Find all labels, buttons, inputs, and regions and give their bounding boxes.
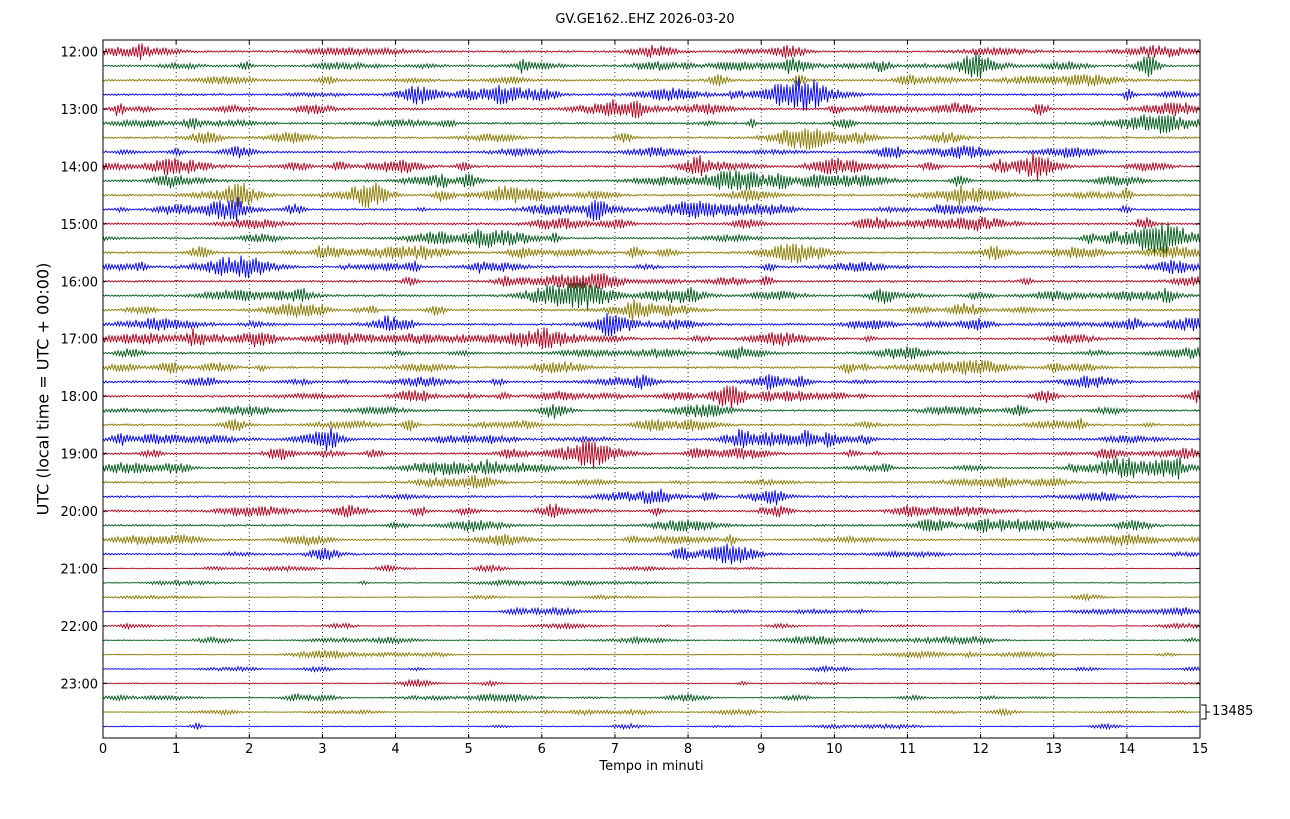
trace-line: [102, 518, 1200, 533]
trace-line: [102, 170, 1200, 191]
trace-line: [102, 312, 1200, 337]
trace-line: [102, 664, 1200, 673]
x-tick-label: 11: [899, 742, 916, 757]
trace-line: [102, 721, 1200, 731]
trace-line: [102, 43, 1200, 61]
x-tick-label: 8: [684, 742, 692, 757]
trace-line: [102, 578, 1200, 587]
plot-frame: [102, 39, 1201, 739]
x-axis-ticks: 0 1 2 3 4 5 6 7 8 9 10 11 12 13 14 15: [99, 40, 1208, 757]
trace-line: [102, 281, 1200, 310]
y-tick-label: 13:00: [61, 103, 98, 118]
trace-line: [102, 74, 1200, 87]
y-tick-label: 20:00: [61, 505, 98, 520]
y-tick-label: 17:00: [61, 333, 98, 348]
x-tick-label: 10: [826, 742, 843, 757]
x-tick-label: 7: [611, 742, 619, 757]
trace-line: [102, 563, 1200, 574]
x-tick-label: 3: [318, 742, 326, 757]
y-tick-label: 19:00: [61, 448, 98, 463]
trace-line: [102, 327, 1200, 349]
trace-line: [102, 298, 1200, 322]
y-tick-label: 12:00: [61, 46, 98, 61]
y-tick-label: 18:00: [61, 390, 98, 405]
y-axis-label: UTC (local time = UTC + 00:00): [33, 262, 53, 516]
y-tick-label: 22:00: [61, 620, 98, 635]
trace-line: [102, 359, 1200, 376]
x-tick-label: 6: [538, 742, 546, 757]
trace-line: [102, 621, 1200, 631]
trace-line: [102, 128, 1200, 150]
chart-title: GV.GE162..EHZ 2026-03-20: [555, 12, 735, 27]
trace-line: [102, 635, 1200, 646]
trace-line: [102, 152, 1200, 181]
trace-line: [102, 255, 1200, 279]
x-tick-label: 5: [465, 742, 473, 757]
scale-bracket-line: [1201, 704, 1210, 720]
grid-lines: [175, 40, 1128, 738]
trace-line: [102, 475, 1200, 489]
trace-line: [102, 456, 1200, 480]
trace-line: [102, 216, 1200, 232]
trace-line: [102, 145, 1200, 159]
trace-line: [102, 543, 1200, 565]
trace-line: [102, 692, 1200, 703]
y-tick-label: 23:00: [61, 677, 98, 692]
trace-line: [102, 374, 1200, 390]
seismic-traces: [102, 43, 1200, 731]
x-tick-label: 4: [391, 742, 399, 757]
trace-line: [102, 439, 1200, 468]
y-tick-label: 21:00: [61, 562, 98, 577]
trace-line: [102, 649, 1200, 660]
trace-line: [102, 427, 1200, 452]
trace-line: [102, 346, 1200, 360]
x-tick-label: 14: [1119, 742, 1136, 757]
x-tick-label: 15: [1192, 742, 1209, 757]
trace-line: [102, 606, 1200, 617]
trace-line: [102, 196, 1200, 222]
trace-line: [102, 488, 1200, 506]
trace-line: [102, 707, 1200, 717]
trace-line: [102, 417, 1200, 432]
x-tick-label: 12: [972, 742, 989, 757]
trace-line: [102, 99, 1200, 119]
x-tick-label: 0: [99, 742, 107, 757]
y-axis-ticks: 12:00 13:00 14:00 15:00 16:00 17:00 18:00 19:00…: [61, 46, 1200, 692]
x-tick-label: 9: [757, 742, 765, 757]
x-tick-label: 13: [1045, 742, 1062, 757]
scale-bracket: [1201, 704, 1210, 720]
x-tick-label: 2: [245, 742, 253, 757]
trace-line: [102, 503, 1200, 519]
trace-line: [102, 114, 1200, 134]
y-tick-label: 15:00: [61, 218, 98, 233]
x-tick-label: 1: [172, 742, 180, 757]
x-axis-label: Tempo in minuti: [599, 759, 704, 774]
trace-line: [102, 273, 1200, 289]
trace-line: [102, 678, 1200, 688]
trace-line: [102, 533, 1200, 547]
scale-label: 13485: [1212, 704, 1254, 719]
trace-line: [102, 403, 1200, 419]
trace-line: [102, 77, 1200, 111]
y-tick-label: 14:00: [61, 160, 98, 175]
trace-line: [102, 592, 1200, 602]
y-tick-label: 16:00: [61, 275, 98, 290]
trace-line: [102, 243, 1200, 264]
trace-line: [102, 52, 1200, 79]
trace-line: [102, 385, 1200, 409]
trace-line: [102, 182, 1200, 208]
trace-line: [102, 221, 1200, 257]
